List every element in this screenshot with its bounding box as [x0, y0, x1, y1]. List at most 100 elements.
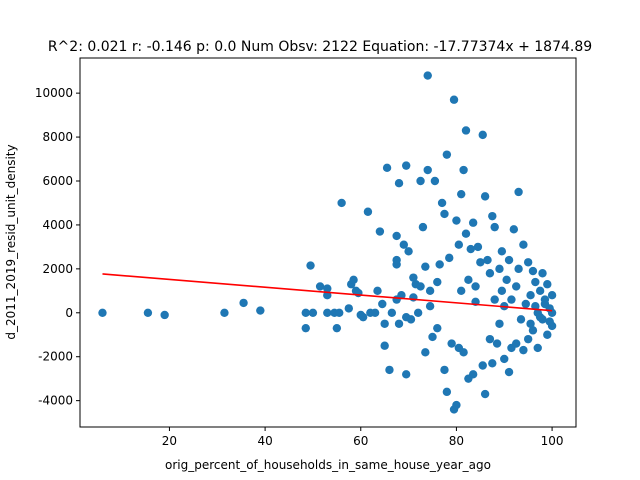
x-axis-label: orig_percent_of_households_in_same_house…	[165, 458, 491, 472]
scatter-point	[457, 189, 466, 199]
scatter-point	[490, 222, 499, 232]
scatter-point	[547, 291, 557, 300]
scatter-point	[526, 291, 535, 300]
scatter-point	[423, 165, 432, 175]
scatter-point	[516, 315, 526, 324]
scatter-point	[332, 323, 342, 333]
scatter-point	[488, 359, 497, 368]
y-tick-label: 2000	[42, 262, 73, 276]
scatter-point	[500, 354, 509, 364]
scatter-point	[421, 262, 430, 271]
scatter-point	[413, 308, 423, 317]
x-tick-label: 80	[449, 434, 464, 448]
y-tick-label: 8000	[42, 130, 73, 144]
x-tick-label: 40	[257, 434, 272, 448]
scatter-point	[416, 176, 425, 186]
scatter-point	[385, 365, 394, 375]
scatter-point	[545, 317, 554, 326]
scatter-point	[476, 258, 485, 267]
scatter-point	[514, 187, 523, 197]
y-tick-label: 0	[65, 306, 73, 320]
scatter-point	[535, 312, 545, 322]
y-tick-label: -2000	[38, 350, 73, 364]
scatter-point	[538, 269, 547, 278]
scatter-point	[425, 302, 435, 311]
x-tick-label: 20	[162, 434, 177, 448]
scatter-point	[315, 282, 325, 291]
scatter-point	[528, 266, 538, 276]
scatter-point	[497, 286, 507, 296]
x-axis-ticks: 20 40 60 80 100	[162, 427, 564, 448]
scatter-point	[495, 264, 504, 274]
scatter-point	[468, 218, 478, 227]
scatter-point	[239, 298, 248, 308]
scatter-point	[485, 334, 495, 344]
scatter-point	[519, 240, 528, 249]
scatter-point	[442, 150, 452, 159]
scatter-point	[531, 277, 540, 287]
scatter-point	[387, 308, 397, 317]
scatter-point	[423, 71, 432, 80]
scatter-point	[440, 365, 449, 375]
x-tick-label: 100	[541, 434, 564, 448]
scatter-point	[160, 310, 169, 320]
scatter-point	[461, 229, 471, 238]
scatter-point	[490, 295, 499, 304]
scatter-point	[425, 286, 435, 296]
scatter-point	[375, 227, 385, 236]
scatter-point	[143, 308, 153, 317]
y-axis-ticks: -4000 -2000 0 2000 4000 6000 8000 10000	[35, 86, 80, 408]
scatter-point	[514, 264, 523, 274]
scatter-point	[449, 95, 459, 104]
scatter-point	[392, 231, 401, 241]
scatter-point	[382, 163, 392, 173]
scatter-point	[406, 315, 416, 324]
scatter-point	[409, 273, 418, 282]
scatter-point	[459, 348, 468, 357]
scatter-point	[452, 400, 461, 410]
scatter-point	[308, 308, 318, 317]
scatter-point	[394, 319, 404, 328]
scatter-point	[521, 299, 530, 309]
scatter-point	[507, 295, 516, 304]
scatter-point	[468, 370, 478, 379]
y-tick-label: 10000	[35, 86, 73, 100]
scatter-point	[404, 247, 413, 256]
scatter-point	[452, 216, 461, 225]
scatter-point	[504, 367, 514, 377]
scatter-point	[488, 211, 497, 221]
scatter-point	[540, 299, 550, 309]
y-tick-label: 6000	[42, 174, 73, 188]
fit-line	[102, 273, 553, 312]
scatter-point	[461, 126, 471, 135]
scatter-point	[433, 277, 442, 287]
scatter-point	[519, 345, 528, 355]
scatter-point	[509, 225, 519, 234]
scatter-point	[471, 282, 480, 291]
scatter-point	[478, 130, 487, 140]
scatter-point	[220, 308, 229, 317]
x-tick-label: 60	[353, 434, 368, 448]
scatter-point	[402, 370, 411, 379]
scatter-point	[480, 192, 490, 201]
scatter-point	[512, 282, 521, 291]
scatter-point	[306, 261, 315, 270]
scatter-point	[543, 330, 552, 339]
scatter-point	[531, 302, 540, 311]
scatter-point	[399, 240, 409, 249]
scatter-point	[335, 308, 344, 317]
scatter-point	[480, 389, 490, 399]
scatter-point	[437, 198, 447, 208]
scatter-point	[394, 179, 404, 188]
scatter-point	[523, 334, 533, 344]
scatter-point	[454, 240, 464, 249]
scatter-point	[533, 343, 542, 353]
scatter-point	[535, 286, 545, 296]
scatter-point	[502, 275, 511, 285]
chart-title: R^2: 0.021 r: -0.146 p: 0.0 Num Obsv: 21…	[48, 39, 592, 55]
scatter-point	[301, 323, 310, 333]
scatter-point	[344, 304, 354, 313]
scatter-point	[370, 308, 380, 317]
scatter-point	[337, 198, 346, 208]
scatter-point	[421, 348, 430, 357]
